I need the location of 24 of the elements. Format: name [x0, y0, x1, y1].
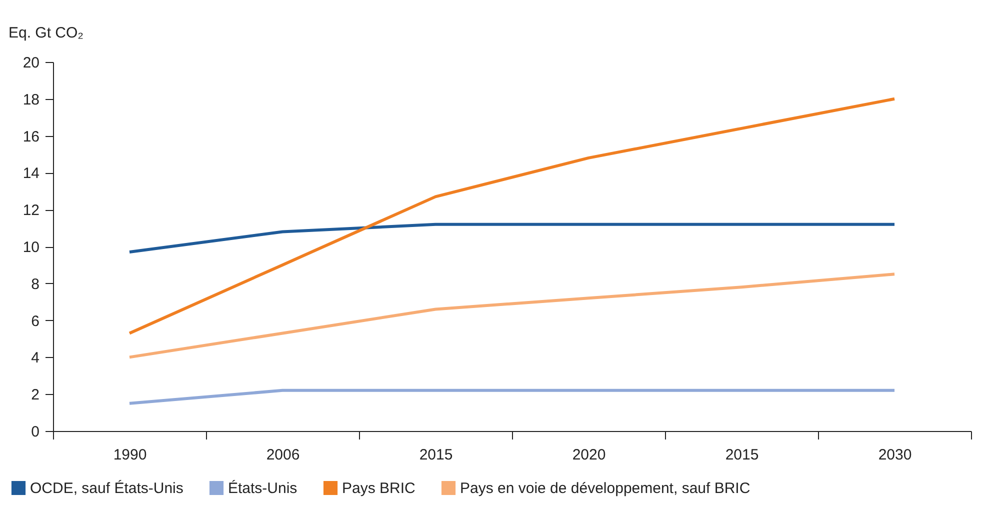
x-tick-label: 2015: [725, 446, 759, 464]
legend-label: Pays en voie de développement, sauf BRIC: [460, 480, 750, 497]
x-tick-label: 2030: [878, 446, 912, 464]
y-tick-label: 4: [31, 350, 40, 367]
y-tick-label: 18: [22, 91, 40, 108]
legend-label: Pays BRIC: [342, 480, 416, 497]
y-tick-label: 14: [22, 165, 40, 182]
y-tick-label: 12: [22, 202, 40, 220]
y-tick-label: 0: [31, 424, 40, 440]
y-axis-title: Eq. Gt CO₂: [8, 24, 84, 42]
legend-label: OCDE, sauf États-Unis: [30, 478, 184, 497]
y-tick-label: 20: [22, 54, 40, 72]
y-tick-label: 2: [31, 386, 40, 404]
y-tick-label: 16: [22, 128, 40, 146]
line-series: [128, 97, 896, 335]
x-tick-label: 2020: [572, 446, 606, 464]
y-tick-label: 8: [31, 276, 40, 293]
line-series: [128, 272, 896, 359]
x-tick-label: 2015: [419, 446, 453, 464]
y-tick-label: 6: [31, 312, 40, 330]
x-tick-label: 1990: [113, 446, 147, 464]
y-tick-label: 10: [22, 239, 40, 256]
x-tick-label: 2006: [266, 446, 300, 464]
legend-label: États-Unis: [228, 478, 298, 497]
